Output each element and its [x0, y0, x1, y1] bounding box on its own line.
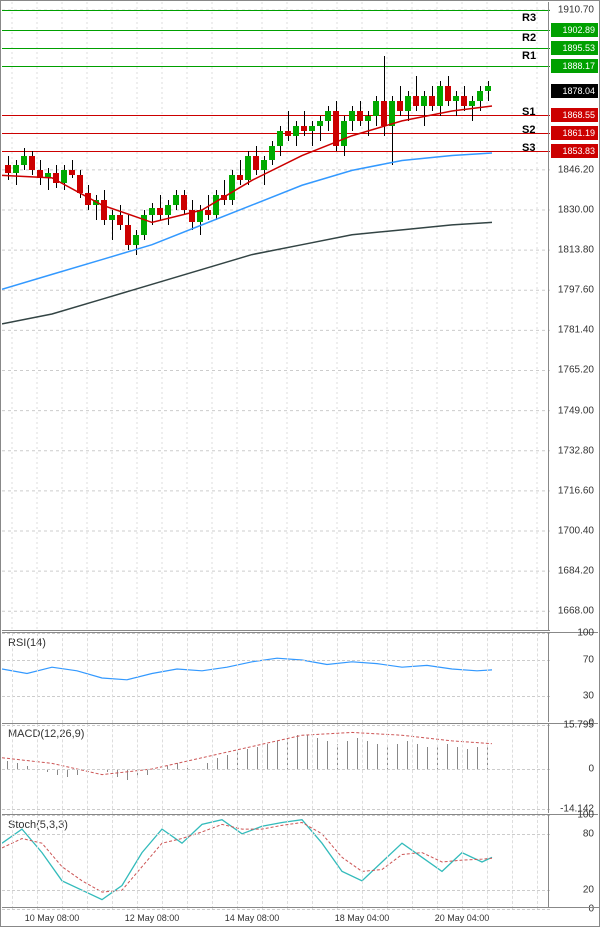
rsi-line — [2, 633, 550, 723]
sub-tick: 15.795 — [563, 719, 594, 730]
y-tick-label: 1716.60 — [558, 485, 594, 496]
y-tick-label: 1668.00 — [558, 606, 594, 617]
current-price-badge: 1878.04 — [551, 84, 598, 98]
x-tick-label: 18 May 04:00 — [335, 913, 390, 923]
y-axis-price: 1910.70 1846.20 1830.00 1813.80 1797.60 1781.… — [548, 2, 598, 631]
x-tick-label: 20 May 04:00 — [435, 913, 490, 923]
level-label-s1: S1 — [522, 106, 535, 118]
y-tick-label: 1749.00 — [558, 405, 594, 416]
y-tick-label: 1910.70 — [558, 5, 594, 16]
moving-averages — [2, 2, 550, 631]
y-tick-label: 1732.80 — [558, 445, 594, 456]
y-tick-label: 1830.00 — [558, 205, 594, 216]
stoch-axis: 10080200 — [548, 814, 598, 908]
sub-tick: 100 — [577, 628, 594, 639]
sub-tick: 80 — [583, 828, 594, 839]
y-tick-label: 1797.60 — [558, 285, 594, 296]
sub-tick: 30 — [583, 691, 594, 702]
y-tick-label: 1765.20 — [558, 365, 594, 376]
stoch-panel[interactable]: Stoch(5,3,3) — [2, 814, 550, 908]
level-badge: 1902.89 — [551, 23, 598, 37]
y-tick-label: 1846.20 — [558, 164, 594, 175]
main-price-panel[interactable]: R3 R2 R1 S1 S2 S3 — [2, 2, 550, 631]
x-tick-label: 12 May 08:00 — [125, 913, 180, 923]
rsi-panel[interactable]: RSI(14) — [2, 632, 550, 722]
x-tick-label: 10 May 08:00 — [25, 913, 80, 923]
sub-tick: 100 — [577, 810, 594, 821]
stoch-lines — [2, 815, 550, 909]
level-badge: 1868.55 — [551, 108, 598, 122]
level-badge: 1888.17 — [551, 59, 598, 73]
level-label-r3: R3 — [522, 12, 536, 24]
level-badge: 1853.83 — [551, 144, 598, 158]
macd-axis: 15.7950-14.142 — [548, 723, 598, 813]
x-axis-time: 10 May 08:00 12 May 08:00 14 May 08:00 18 M… — [2, 907, 600, 925]
y-tick-label: 1684.20 — [558, 566, 594, 577]
level-badge: 1861.19 — [551, 126, 598, 140]
y-tick-label: 1781.40 — [558, 325, 594, 336]
level-label-s3: S3 — [522, 142, 535, 154]
sub-tick: 70 — [583, 655, 594, 666]
level-label-r2: R2 — [522, 32, 536, 44]
sub-tick: 0 — [588, 764, 594, 775]
sub-tick: 20 — [583, 885, 594, 896]
level-label-s2: S2 — [522, 124, 535, 136]
level-label-r1: R1 — [522, 50, 536, 62]
grid — [2, 2, 550, 631]
y-tick-label: 1700.40 — [558, 525, 594, 536]
chart-container: R3 R2 R1 S1 S2 S3 1910.70 1846.20 1830.00 1813.8… — [0, 0, 600, 927]
level-badge: 1895.53 — [551, 41, 598, 55]
macd-panel[interactable]: MACD(12,26,9) — [2, 723, 550, 813]
y-tick-label: 1813.80 — [558, 245, 594, 256]
rsi-axis: 10070300 — [548, 632, 598, 722]
x-tick-label: 14 May 08:00 — [225, 913, 280, 923]
